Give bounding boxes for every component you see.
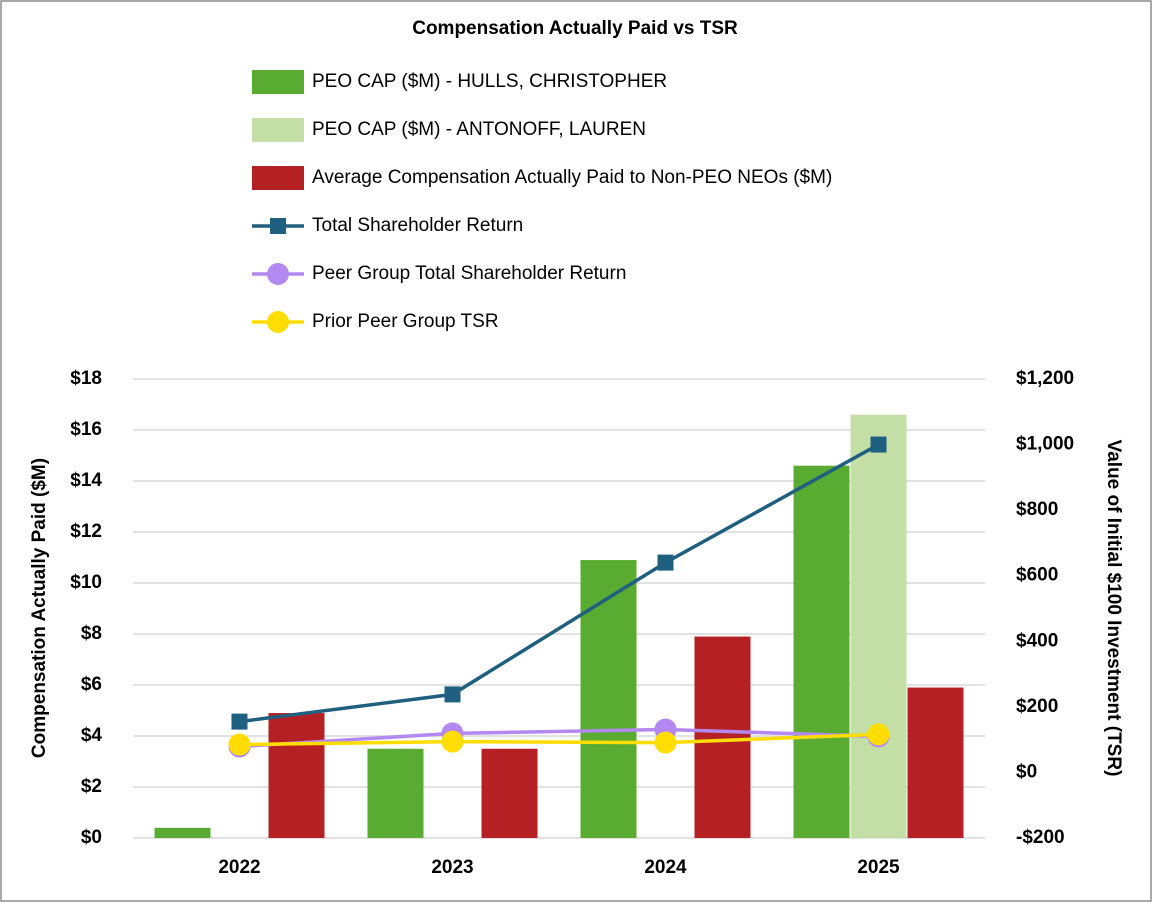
y2-tick-label: $800 — [1016, 499, 1058, 520]
legend-label: PEO CAP ($M) - HULLS, CHRISTOPHER — [312, 71, 667, 92]
x-tick-label: 2023 — [431, 857, 473, 878]
y-tick-label: $18 — [70, 368, 102, 389]
legend-swatch — [252, 118, 304, 142]
marker — [228, 733, 251, 756]
y-tick-label: $4 — [81, 725, 103, 746]
chart-title: Compensation Actually Paid vs TSR — [412, 18, 738, 39]
x-tick-label: 2024 — [644, 857, 687, 878]
y-tick-label: $10 — [70, 572, 102, 593]
y2-tick-label: $1,000 — [1016, 434, 1074, 455]
legend-swatch — [252, 166, 304, 190]
y-tick-label: $8 — [81, 623, 102, 644]
bar — [850, 414, 907, 838]
y-tick-label: $0 — [81, 827, 102, 848]
marker — [870, 436, 887, 453]
y-tick-label: $12 — [70, 521, 102, 542]
bar — [481, 748, 538, 838]
y-tick-label: $6 — [81, 674, 102, 695]
bar — [793, 465, 850, 838]
x-tick-label: 2025 — [857, 857, 900, 878]
y2-tick-label: $1,200 — [1016, 368, 1074, 389]
y2-tick-label: $600 — [1016, 565, 1058, 586]
legend-marker — [267, 263, 289, 285]
y2-axis-title: Value of Initial $100 Investment (TSR) — [1103, 440, 1124, 777]
marker — [867, 723, 890, 746]
legend-label: Prior Peer Group TSR — [312, 311, 499, 332]
legend-swatch — [252, 70, 304, 94]
bar — [367, 748, 424, 838]
marker — [441, 730, 464, 753]
y-tick-label: $2 — [81, 776, 102, 797]
y2-tick-label: $400 — [1016, 630, 1058, 651]
y2-tick-label: -$200 — [1016, 827, 1065, 848]
line — [239, 443, 880, 724]
bar — [268, 713, 325, 838]
y-axis-title: Compensation Actually Paid ($M) — [29, 458, 50, 758]
legend-label: Peer Group Total Shareholder Return — [312, 263, 626, 284]
marker — [654, 731, 677, 754]
legend-label: PEO CAP ($M) - ANTONOFF, LAUREN — [312, 119, 646, 140]
marker — [444, 686, 461, 703]
legend-label: Total Shareholder Return — [312, 215, 523, 236]
x-tick-label: 2022 — [218, 857, 260, 878]
marker — [231, 713, 248, 730]
line — [239, 732, 879, 747]
y-tick-label: $14 — [70, 470, 102, 491]
legend-marker — [267, 311, 289, 333]
bar — [580, 560, 637, 838]
bar — [694, 636, 751, 838]
y2-tick-label: $0 — [1016, 761, 1037, 782]
bar — [154, 827, 211, 838]
marker — [657, 554, 674, 571]
legend-marker — [270, 218, 286, 234]
legend-label: Average Compensation Actually Paid to No… — [312, 167, 832, 188]
y2-tick-label: $200 — [1016, 696, 1058, 717]
bar — [907, 687, 964, 838]
line — [239, 727, 879, 749]
y-tick-label: $16 — [70, 419, 102, 440]
